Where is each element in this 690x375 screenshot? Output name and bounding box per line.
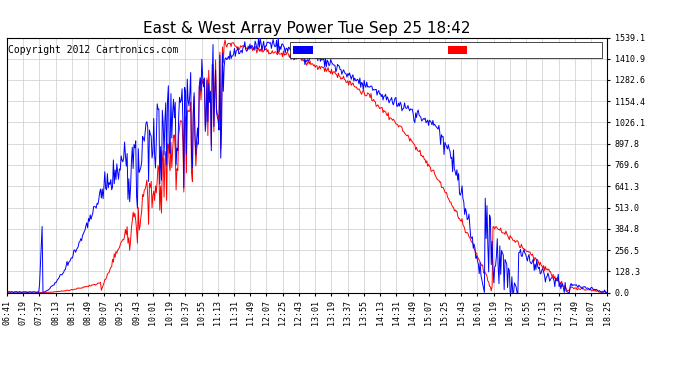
Legend: East Array  (DC Watts), West Array  (DC Watts): East Array (DC Watts), West Array (DC Wa… — [290, 42, 602, 58]
Text: Copyright 2012 Cartronics.com: Copyright 2012 Cartronics.com — [8, 45, 179, 55]
Title: East & West Array Power Tue Sep 25 18:42: East & West Array Power Tue Sep 25 18:42 — [144, 21, 471, 36]
